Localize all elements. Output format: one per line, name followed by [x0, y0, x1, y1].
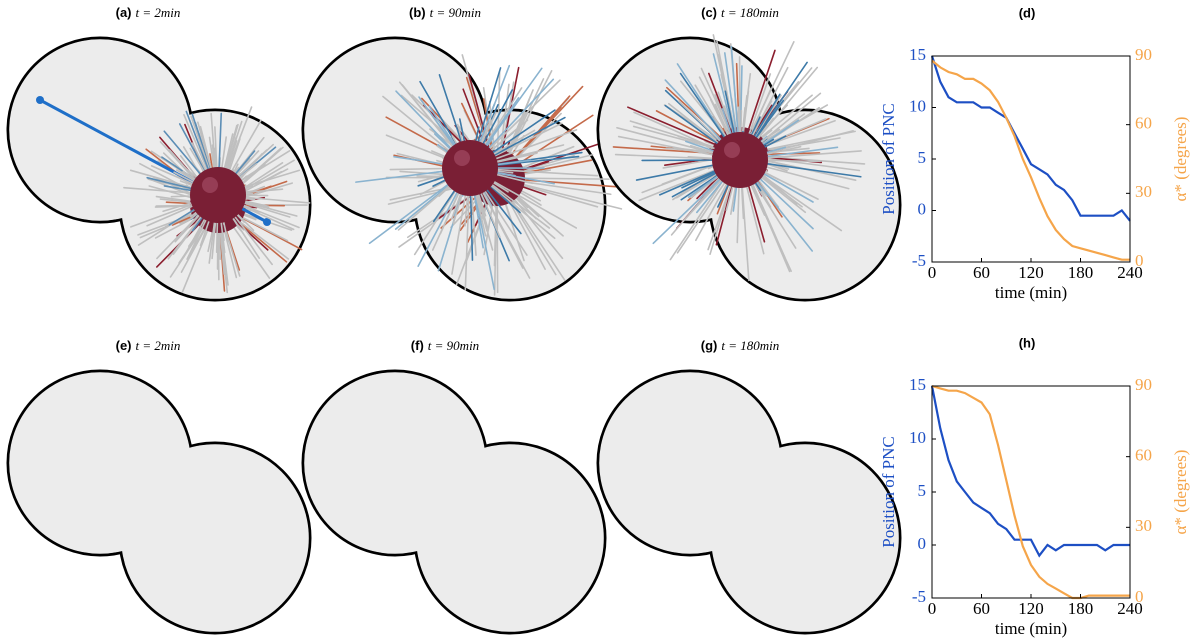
- x-tick-label: 0: [928, 263, 937, 282]
- pnc: [442, 140, 498, 196]
- x-tick-label: 60: [973, 599, 990, 618]
- panel-caption: (b) t = 90min: [409, 5, 481, 20]
- series-line: [932, 56, 1130, 221]
- x-tick-label: 120: [1018, 263, 1044, 282]
- x-tick-label: 120: [1018, 599, 1044, 618]
- y2-tick-label: 90: [1135, 45, 1152, 64]
- y-tick-label: 5: [918, 148, 927, 167]
- y-tick-label: 0: [918, 534, 927, 553]
- pnc: [712, 132, 768, 188]
- x-axis-label: time (min): [995, 283, 1067, 302]
- plot-frame: [932, 56, 1130, 262]
- pnc-highlight: [454, 150, 470, 166]
- panel-label: (e): [116, 338, 132, 353]
- y-tick-label: -5: [912, 587, 926, 606]
- y2-axis-label: α* (degrees): [1171, 117, 1190, 202]
- panel-label: (b): [409, 5, 426, 20]
- panel-time: t = 2min: [136, 5, 181, 20]
- y2-tick-label: 30: [1135, 182, 1152, 201]
- panel-caption: (e) t = 2min: [116, 338, 181, 353]
- x-tick-label: 180: [1068, 599, 1094, 618]
- cell-fill: [121, 444, 309, 632]
- cell-fill: [416, 444, 604, 632]
- chart-title: (d): [1019, 5, 1036, 20]
- y2-axis-label: α* (degrees): [1171, 450, 1190, 535]
- x-tick-label: 0: [928, 599, 937, 618]
- y-tick-label: 15: [909, 45, 926, 64]
- y-tick-label: 10: [909, 428, 926, 447]
- y2-tick-label: 90: [1135, 375, 1152, 394]
- panel-caption: (a) t = 2min: [116, 5, 181, 20]
- panel-label: (g): [701, 338, 718, 353]
- y2-tick-label: 0: [1135, 587, 1144, 606]
- series-line: [932, 61, 1130, 260]
- pnc-highlight: [724, 142, 740, 158]
- pnc-highlight: [202, 177, 218, 193]
- panel-caption: (c) t = 180min: [701, 5, 779, 20]
- y2-tick-label: 0: [1135, 251, 1144, 270]
- panel-caption: (g)t = 180min: [701, 338, 780, 353]
- panel-time: t = 90min: [428, 338, 479, 353]
- y-tick-label: 0: [918, 199, 927, 218]
- y-axis-label: Position of PNC: [879, 103, 898, 214]
- panel-time: t = 2min: [136, 338, 181, 353]
- pnc: [190, 167, 246, 223]
- series-line: [932, 386, 1130, 556]
- panel-time: t = 180min: [721, 338, 779, 353]
- panel-label: (f): [411, 338, 424, 353]
- y2-tick-label: 60: [1135, 446, 1152, 465]
- y-tick-label: -5: [912, 251, 926, 270]
- panel-label: (c): [701, 5, 717, 20]
- y2-tick-label: 30: [1135, 516, 1152, 535]
- y-axis-label: Position of PNC: [879, 436, 898, 547]
- series-line: [932, 386, 1130, 598]
- y2-tick-label: 60: [1135, 114, 1152, 133]
- panel-time: t = 90min: [430, 5, 481, 20]
- panel-label: (a): [116, 5, 132, 20]
- panel-time: t = 180min: [721, 5, 779, 20]
- x-tick-label: 180: [1068, 263, 1094, 282]
- y-tick-label: 10: [909, 96, 926, 115]
- axis-end: [36, 96, 44, 104]
- chart-title: (h): [1019, 335, 1036, 350]
- cell-fill: [711, 444, 899, 632]
- panel-caption: (f) t = 90min: [411, 338, 479, 353]
- y-tick-label: 5: [918, 481, 927, 500]
- y-tick-label: 15: [909, 375, 926, 394]
- x-tick-label: 60: [973, 263, 990, 282]
- x-axis-label: time (min): [995, 619, 1067, 638]
